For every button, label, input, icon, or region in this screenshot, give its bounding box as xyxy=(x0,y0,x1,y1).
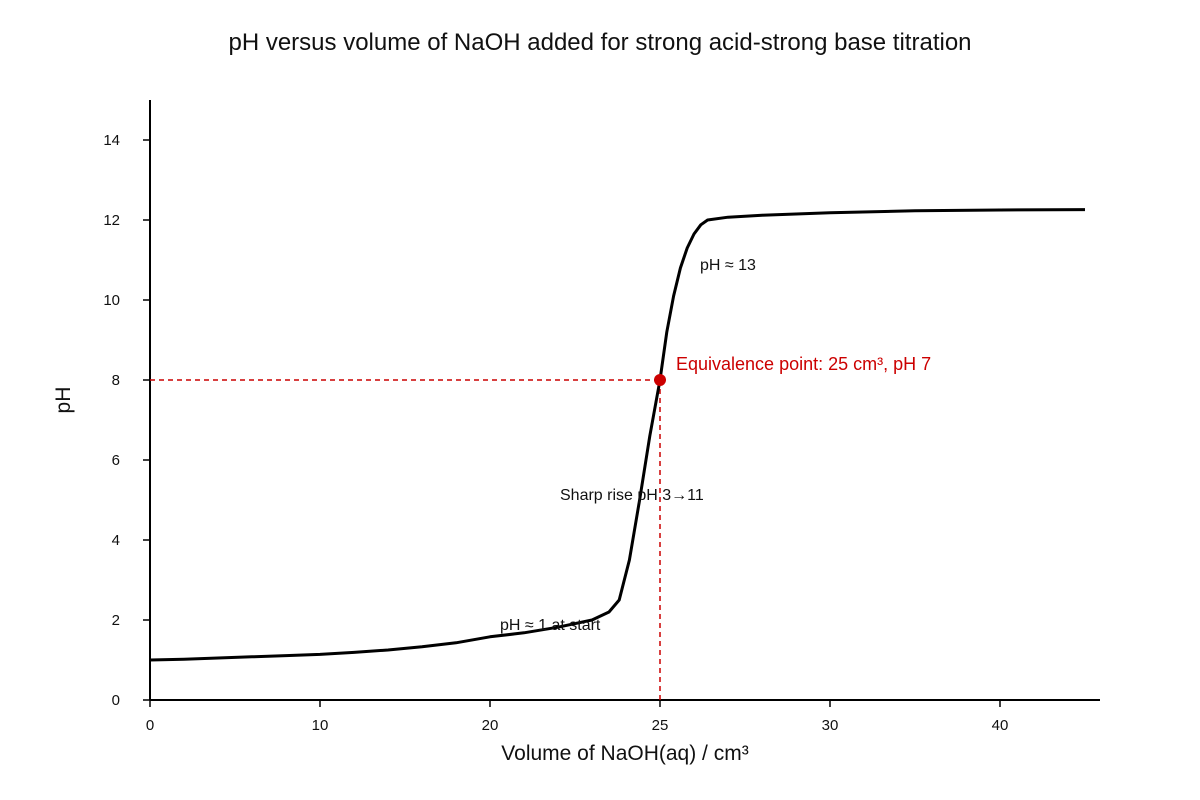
x-axis-label: Volume of NaOH(aq) / cm³ xyxy=(501,742,748,765)
x-tick-label: 30 xyxy=(822,717,839,734)
y-tick-label: 12 xyxy=(103,212,120,229)
y-tick-label: 14 xyxy=(103,132,120,149)
y-tick-label: 10 xyxy=(103,292,120,309)
y-tick-label: 2 xyxy=(112,612,120,629)
annotation-rise: Sharp rise pH 3→11 xyxy=(560,487,704,504)
y-tick-label: 0 xyxy=(112,692,120,709)
x-axis-ticks: 0 10 20 25 30 40 xyxy=(146,700,1009,734)
y-axis-ticks: 0 2 4 6 8 10 12 14 xyxy=(103,132,150,709)
x-tick-label: 10 xyxy=(312,717,329,734)
x-tick-label: 40 xyxy=(992,717,1009,734)
x-tick-label: 20 xyxy=(482,717,499,734)
x-tick-label: 0 xyxy=(146,717,154,734)
chart-title: pH versus volume of NaOH added for stron… xyxy=(228,29,971,56)
equivalence-point-label: Equivalence point: 25 cm³, pH 7 xyxy=(676,354,931,374)
annotation-end: pH ≈ 13 xyxy=(700,257,756,274)
annotation-start: pH ≈ 1 at start xyxy=(500,617,601,634)
y-tick-label: 8 xyxy=(112,372,120,389)
equivalence-point-marker xyxy=(654,374,666,386)
y-tick-label: 4 xyxy=(112,532,120,549)
titration-curve xyxy=(149,208,1086,662)
y-tick-label: 6 xyxy=(112,452,120,469)
x-tick-label: 25 xyxy=(652,717,669,734)
y-axis-label: pH xyxy=(52,387,75,414)
